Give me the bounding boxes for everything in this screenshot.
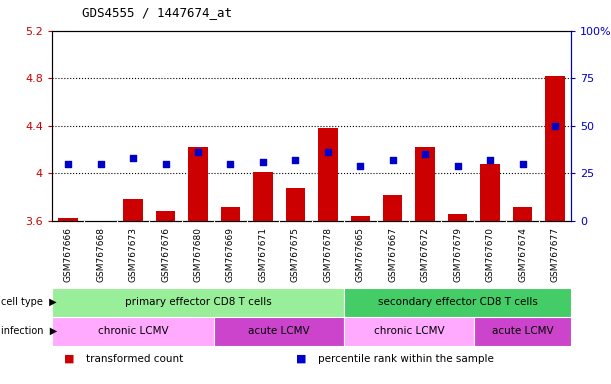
Text: GDS4555 / 1447674_at: GDS4555 / 1447674_at: [82, 6, 232, 19]
Bar: [91, 221, 111, 223]
Point: [420, 151, 430, 157]
Bar: [52, 317, 214, 346]
Point: [290, 157, 300, 163]
Text: ■: ■: [64, 354, 75, 364]
Text: chronic LCMV: chronic LCMV: [98, 326, 169, 336]
Bar: [253, 172, 273, 221]
Bar: [546, 76, 565, 221]
Point: [550, 123, 560, 129]
Bar: [214, 317, 344, 346]
Point: [96, 161, 106, 167]
Point: [193, 149, 203, 156]
Text: secondary effector CD8 T cells: secondary effector CD8 T cells: [378, 297, 538, 308]
Text: primary effector CD8 T cells: primary effector CD8 T cells: [125, 297, 271, 308]
Text: cell type  ▶: cell type ▶: [1, 297, 57, 308]
Text: percentile rank within the sample: percentile rank within the sample: [318, 354, 494, 364]
Text: GSM767673: GSM767673: [128, 227, 137, 282]
Bar: [286, 187, 305, 221]
Text: transformed count: transformed count: [86, 354, 183, 364]
Text: GSM767678: GSM767678: [323, 227, 332, 282]
Text: GSM767679: GSM767679: [453, 227, 462, 282]
Text: acute LCMV: acute LCMV: [492, 326, 554, 336]
Point: [128, 155, 138, 161]
Bar: [448, 214, 467, 221]
Text: acute LCMV: acute LCMV: [248, 326, 310, 336]
Text: GSM767674: GSM767674: [518, 227, 527, 282]
Point: [388, 157, 398, 163]
Text: GSM767677: GSM767677: [551, 227, 560, 282]
Bar: [123, 199, 143, 221]
Bar: [318, 128, 338, 221]
Point: [161, 161, 170, 167]
Text: GSM767666: GSM767666: [64, 227, 73, 282]
Text: GSM767669: GSM767669: [226, 227, 235, 282]
Text: chronic LCMV: chronic LCMV: [374, 326, 444, 336]
Text: GSM767671: GSM767671: [258, 227, 268, 282]
Bar: [52, 288, 344, 317]
Text: ■: ■: [296, 354, 307, 364]
Text: GSM767675: GSM767675: [291, 227, 300, 282]
Text: GSM767667: GSM767667: [388, 227, 397, 282]
Text: GSM767670: GSM767670: [486, 227, 495, 282]
Text: infection  ▶: infection ▶: [1, 326, 57, 336]
Point: [356, 162, 365, 169]
Text: GSM767676: GSM767676: [161, 227, 170, 282]
Bar: [480, 164, 500, 221]
Bar: [383, 195, 403, 221]
Point: [485, 157, 495, 163]
Bar: [415, 147, 435, 221]
Bar: [513, 207, 532, 221]
Bar: [59, 218, 78, 221]
Bar: [474, 317, 571, 346]
Point: [258, 159, 268, 165]
Text: GSM767672: GSM767672: [421, 227, 430, 282]
Bar: [156, 211, 175, 221]
Bar: [344, 317, 474, 346]
Point: [323, 149, 333, 156]
Text: GSM767665: GSM767665: [356, 227, 365, 282]
Bar: [221, 207, 240, 221]
Text: GSM767680: GSM767680: [194, 227, 202, 282]
Point: [225, 161, 235, 167]
Point: [518, 161, 527, 167]
Bar: [344, 288, 571, 317]
Text: GSM767668: GSM767668: [96, 227, 105, 282]
Point: [64, 161, 73, 167]
Bar: [351, 216, 370, 221]
Bar: [188, 147, 208, 221]
Point: [453, 162, 463, 169]
